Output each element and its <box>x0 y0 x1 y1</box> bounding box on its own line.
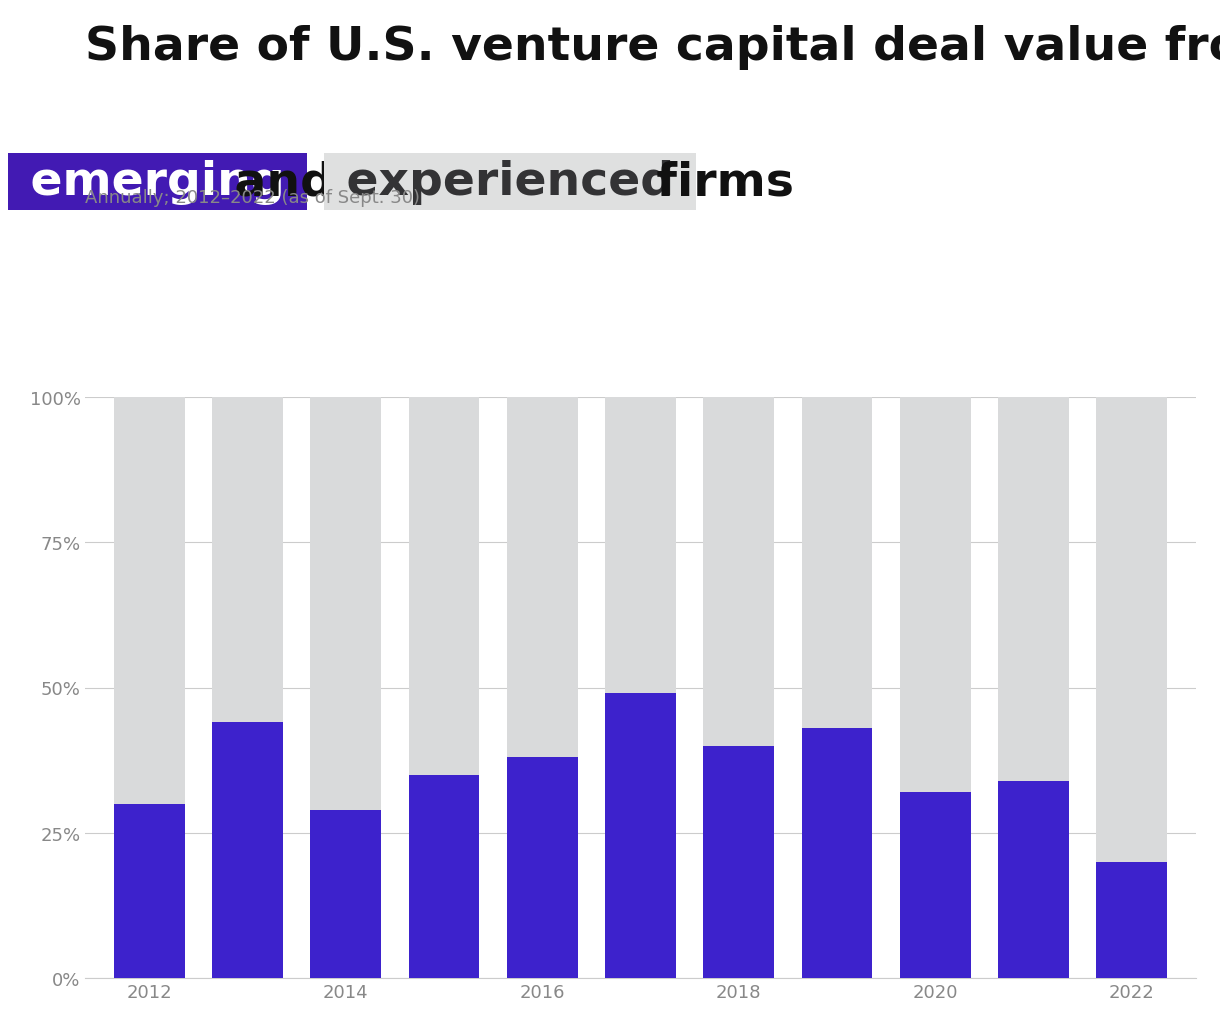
Bar <box>212 397 283 978</box>
Bar <box>506 397 577 978</box>
Bar <box>900 793 971 978</box>
Bar <box>1097 397 1168 978</box>
Text: Share of U.S. venture capital deal value from: Share of U.S. venture capital deal value… <box>85 25 1220 70</box>
Bar <box>605 397 676 978</box>
Bar <box>113 397 184 978</box>
Bar <box>506 757 577 978</box>
Bar <box>310 397 381 978</box>
Text: and: and <box>218 160 350 205</box>
Bar <box>900 397 971 978</box>
Bar <box>998 397 1069 978</box>
Text: experienced: experienced <box>329 160 691 205</box>
Text: Annually; 2012–2022 (as of Sept. 30): Annually; 2012–2022 (as of Sept. 30) <box>85 189 421 207</box>
Bar <box>802 729 872 978</box>
Bar <box>409 397 479 978</box>
Text: emerging: emerging <box>13 160 301 205</box>
Bar <box>704 397 775 978</box>
Bar <box>113 804 184 978</box>
Bar <box>310 810 381 978</box>
Text: firms: firms <box>640 160 794 205</box>
Bar <box>212 722 283 978</box>
Bar <box>704 746 775 978</box>
Bar <box>998 781 1069 978</box>
Bar <box>1097 862 1168 978</box>
Bar <box>605 694 676 978</box>
Bar <box>802 397 872 978</box>
Bar <box>409 774 479 978</box>
